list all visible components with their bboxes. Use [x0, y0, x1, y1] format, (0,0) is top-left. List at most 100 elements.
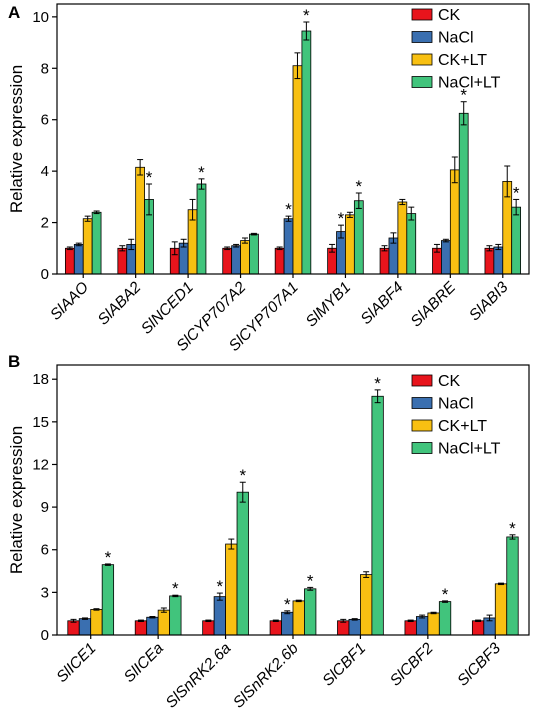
bar	[274, 247, 285, 275]
bar	[202, 620, 215, 636]
y-tick-label: 2	[41, 215, 49, 232]
legend-swatch	[411, 76, 433, 88]
y-tick-label: 12	[32, 456, 49, 473]
bar	[438, 601, 452, 636]
bar	[493, 246, 504, 275]
legend-label: NaCl	[438, 396, 474, 413]
bar	[458, 112, 469, 275]
bar	[283, 218, 294, 275]
x-tick-label: SlAAO	[47, 279, 92, 324]
legend-swatch	[411, 442, 433, 454]
significance-star: *	[338, 209, 345, 228]
bar	[371, 395, 384, 636]
bar	[135, 166, 145, 275]
significance-star: *	[513, 183, 520, 202]
panel-b: B Relative expression * * * * * * * * * 0 3 6 9 12 15 18 S…	[7, 352, 530, 712]
x-tick-label: SlSnRK2.6b	[230, 640, 302, 712]
x-tick-label: SlABA2	[95, 279, 145, 329]
x-tick-label: SlABI3	[466, 279, 512, 325]
y-tick-label: 4	[41, 163, 49, 180]
bar	[101, 564, 115, 636]
significance-star: *	[198, 163, 205, 182]
significance-star: *	[356, 177, 363, 196]
significance-star: *	[239, 466, 246, 485]
x-tick-label: SlABRE	[408, 278, 460, 330]
bar	[178, 242, 189, 275]
x-tick-label: SlCBF2	[387, 640, 437, 690]
bar	[292, 65, 303, 275]
bar	[404, 620, 417, 636]
y-axis-label: Relative expression	[7, 65, 26, 213]
significance-star: *	[460, 86, 467, 105]
legend-label: NaCl+LT	[438, 441, 501, 458]
bar	[281, 611, 294, 636]
bar	[134, 620, 148, 636]
y-tick-label: 0	[41, 627, 49, 644]
x-tick-label: SlCBF3	[454, 640, 504, 690]
bar	[73, 244, 84, 275]
legend-swatch	[411, 8, 433, 21]
legend-swatch	[411, 31, 433, 43]
y-tick-label: 8	[41, 60, 49, 77]
y-axis-label: Relative expression	[7, 426, 26, 574]
significance-star: *	[374, 374, 381, 393]
bar	[415, 616, 429, 636]
y-tick-label: 6	[41, 112, 49, 129]
y-tick-label: 18	[32, 371, 49, 388]
bar	[353, 200, 364, 275]
significance-star: *	[172, 579, 179, 598]
significance-star: *	[307, 571, 314, 590]
significance-star: *	[509, 519, 516, 538]
bar	[427, 612, 440, 636]
y-tick-label: 6	[41, 542, 49, 559]
bar	[471, 620, 485, 636]
bar	[222, 247, 233, 275]
x-tick-label: SlICEa	[121, 640, 167, 686]
bar	[360, 574, 373, 636]
bar	[196, 183, 207, 275]
x-tick-label: SlCBF1	[319, 640, 369, 690]
y-tick-label: 10	[32, 9, 49, 26]
bar	[146, 616, 159, 636]
bar	[67, 620, 80, 636]
legend-label: CK+LT	[438, 52, 487, 69]
legend-label: CK+LT	[438, 418, 487, 435]
bar	[78, 618, 92, 636]
legend-label: CK	[438, 373, 461, 390]
bar	[441, 240, 451, 275]
bar	[157, 609, 171, 636]
legend-swatch	[411, 374, 433, 387]
legend-swatch	[411, 397, 433, 409]
bar	[236, 491, 249, 636]
x-tick-label: SlMYB1	[303, 279, 355, 331]
bar	[449, 169, 460, 275]
y-tick-label: 3	[41, 584, 49, 601]
bar	[225, 543, 238, 636]
bar	[169, 595, 182, 636]
significance-star: *	[303, 6, 310, 25]
bar	[301, 30, 312, 275]
bar	[269, 620, 282, 636]
bar	[82, 218, 93, 275]
bar	[337, 620, 350, 636]
y-tick-label: 9	[41, 499, 49, 516]
significance-star: *	[284, 595, 291, 614]
significance-star: *	[146, 168, 153, 187]
bar	[304, 588, 317, 636]
bar	[379, 247, 390, 275]
bar	[506, 536, 519, 636]
bar	[213, 596, 226, 636]
x-tick-label: SlICE1	[53, 640, 99, 686]
bar	[348, 618, 361, 636]
y-tick-label: 0	[41, 266, 49, 283]
bar	[484, 247, 495, 275]
bar	[91, 211, 102, 275]
bar	[494, 583, 508, 636]
legend-swatch	[411, 419, 433, 432]
legend-label: NaCl+LT	[438, 75, 501, 92]
bar	[397, 201, 408, 275]
legend-label: CK	[438, 7, 461, 24]
bar	[90, 609, 103, 636]
bar	[64, 247, 75, 275]
significance-star: *	[217, 577, 224, 596]
